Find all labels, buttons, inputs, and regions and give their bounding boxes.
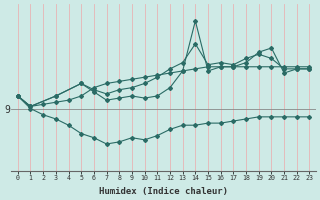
X-axis label: Humidex (Indice chaleur): Humidex (Indice chaleur) <box>99 187 228 196</box>
